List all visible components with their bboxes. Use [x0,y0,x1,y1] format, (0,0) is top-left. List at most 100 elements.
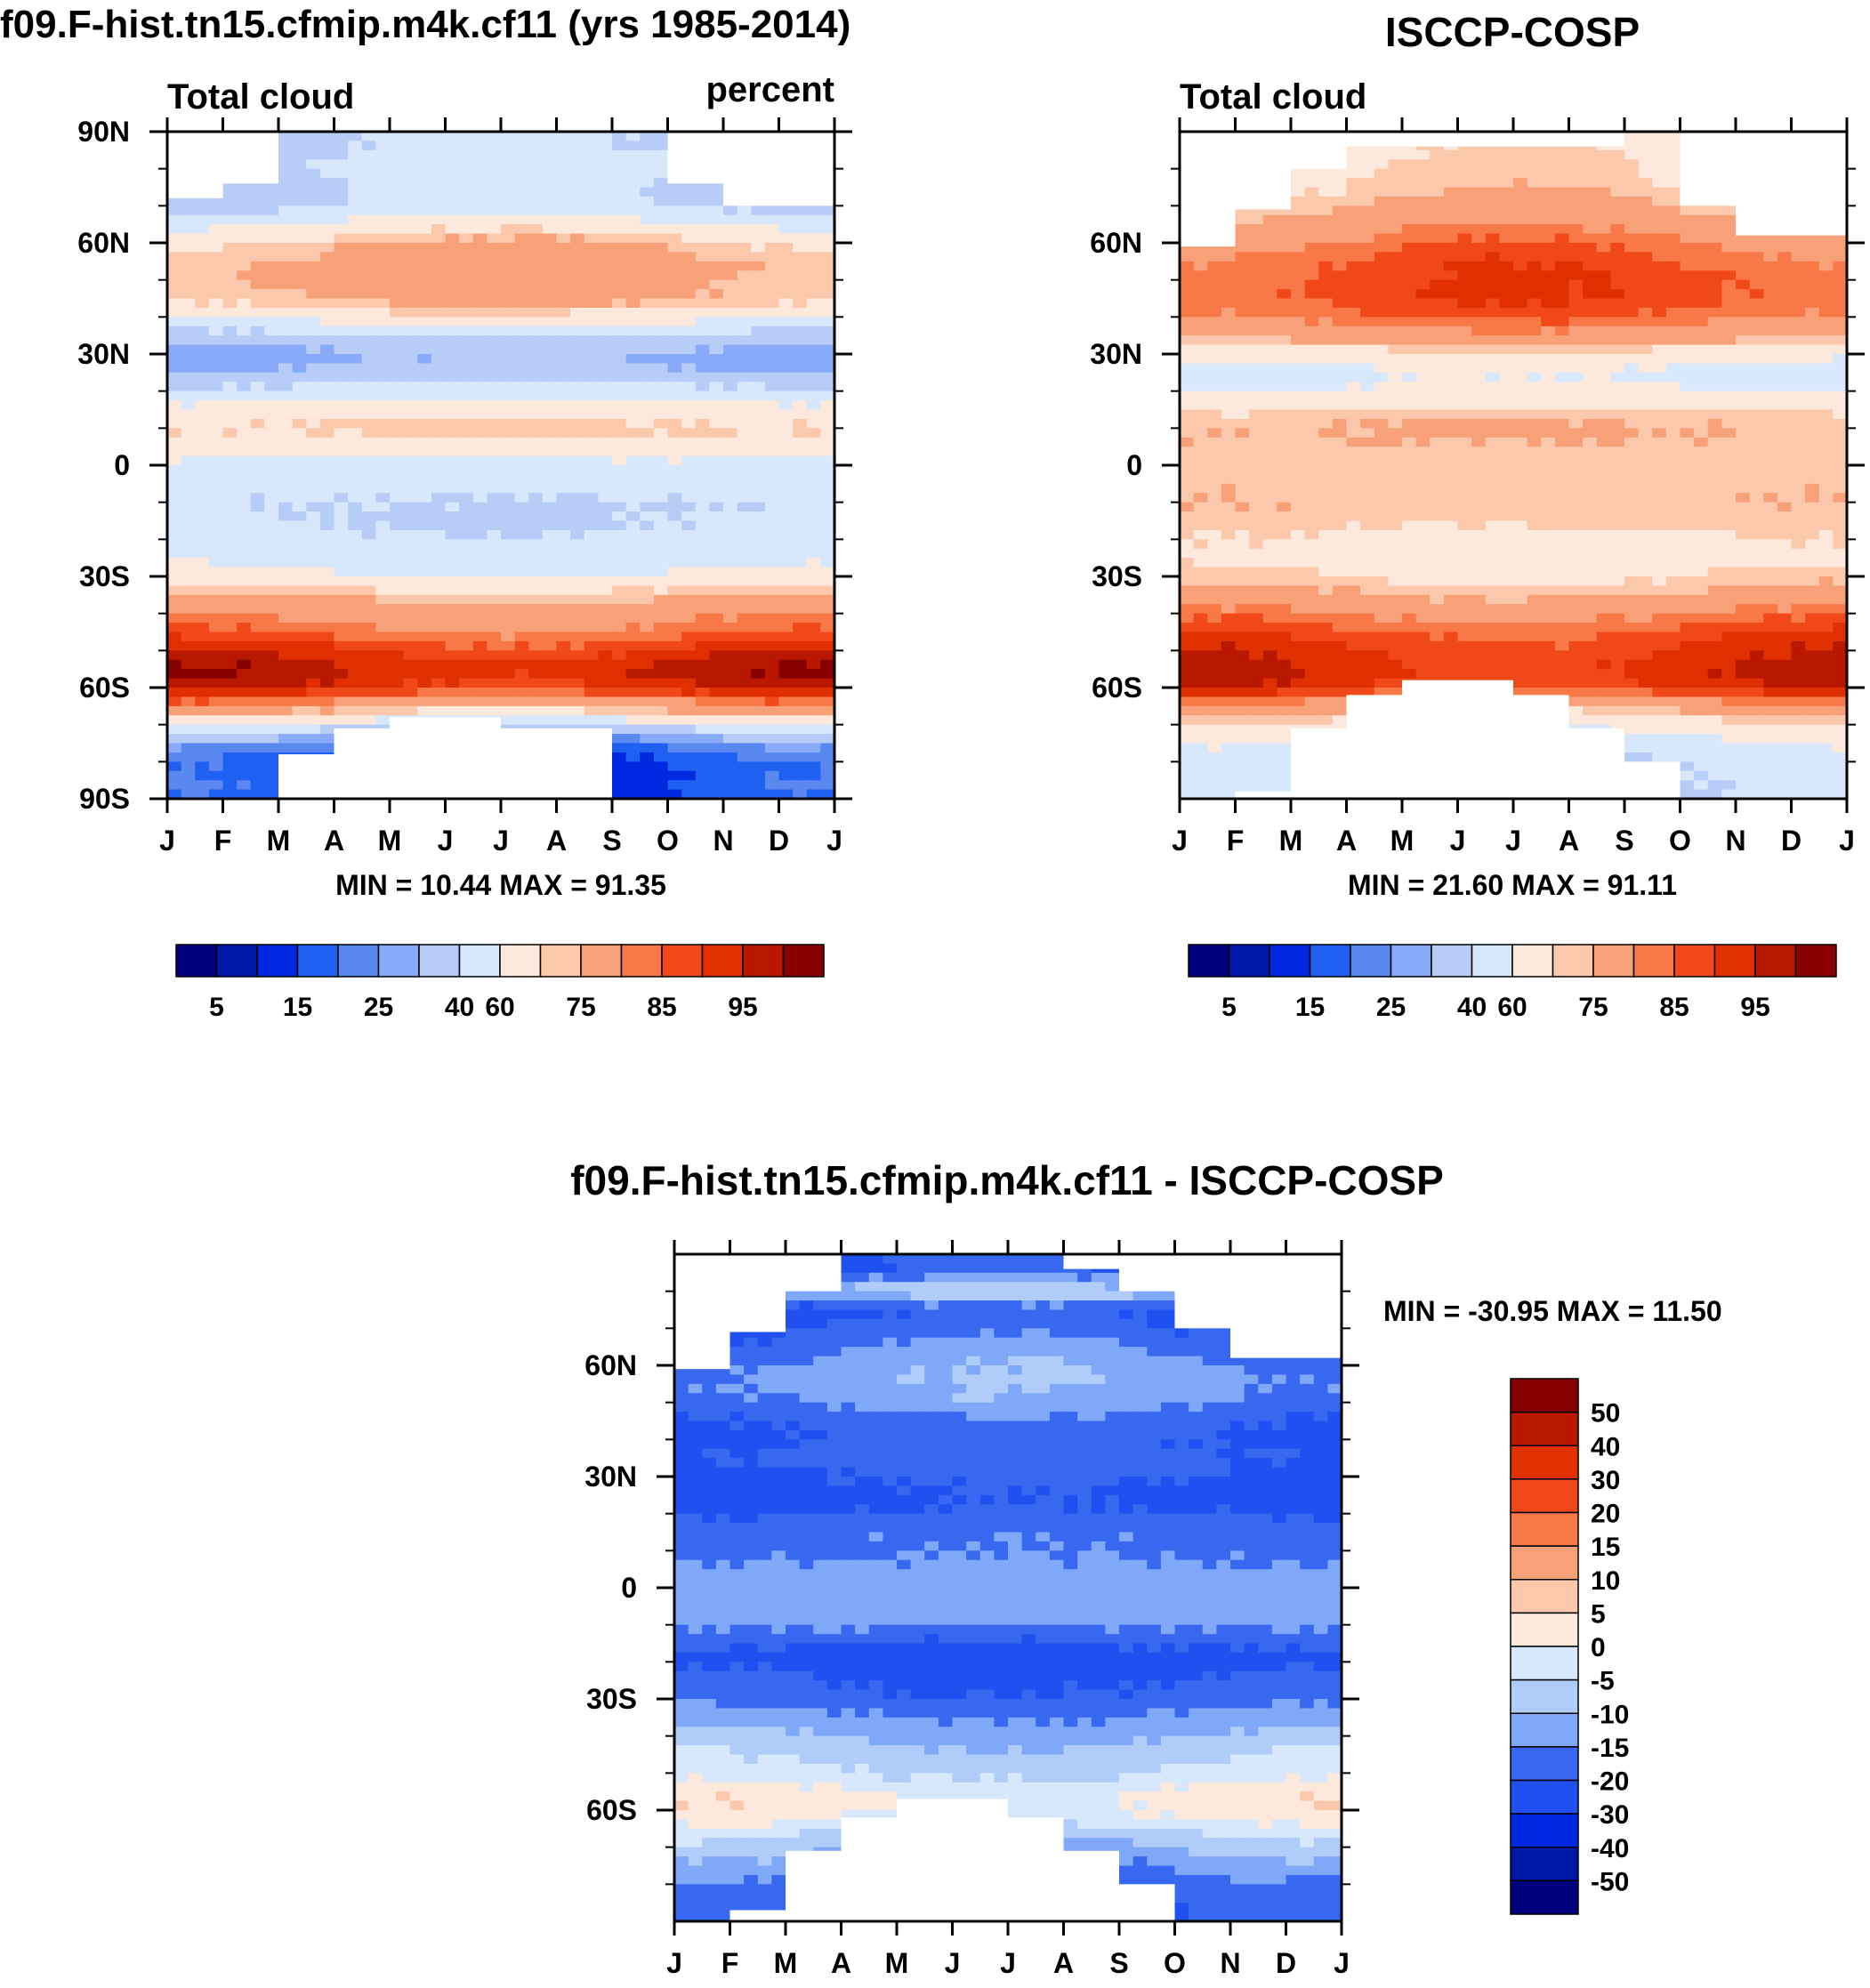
field-cell [208,576,224,587]
field-cell [348,354,363,365]
field-cell [459,261,474,271]
field-cell [570,205,585,216]
field-cell [695,520,710,531]
field-cell [292,317,307,327]
field-cell [237,363,252,374]
field-cell [250,326,265,336]
field-cell [1430,382,1445,392]
field-cell [181,289,196,300]
field-cell [751,511,766,522]
field-cell [1568,168,1584,179]
field-cell [778,594,794,605]
field-cell [472,502,488,512]
field-cell [334,613,349,624]
field-cell [1596,289,1611,300]
field-cell [306,715,321,726]
field-cell [1527,317,1542,327]
field-cell [1736,270,1751,281]
field-cell [778,696,794,707]
field-cell [1249,363,1264,374]
field-cell [1402,372,1417,382]
field-cell [764,409,780,420]
field-cell [181,724,196,735]
panel-model: f09.F-hist.tn15.cfmip.m4k.cf11 (yrs 1985… [0,3,852,1022]
field-cell [1527,382,1542,392]
field-cell [584,317,599,327]
field-cell [1318,279,1334,290]
field-cell [1554,214,1570,225]
field-cell [1583,317,1598,327]
field-cell [237,558,252,568]
field-cell [598,520,613,531]
field-cell [278,659,294,670]
field-cell [709,623,724,633]
field-cell [709,520,724,531]
field-cell [570,261,585,271]
field-cell [264,640,279,651]
field-cell [250,437,265,447]
field-cell [361,474,376,485]
field-cell [390,623,405,633]
field-cell [737,558,752,568]
field-cell [1457,317,1472,327]
field-cell [222,196,238,206]
field-cell [667,317,682,327]
field-cell [1485,307,1500,318]
field-cell [306,428,321,439]
field-cell [1554,326,1570,336]
field-cell [1665,149,1681,160]
field-cell [1346,252,1361,262]
field-cell [1583,196,1598,206]
field-cell [681,780,697,791]
field-cell [556,502,571,512]
field-cell [445,548,460,559]
field-cell [1402,344,1417,355]
field-cell [264,632,279,642]
field-cell [1763,317,1778,327]
field-cell [806,270,821,281]
field-cell [334,696,349,707]
field-cell [250,465,265,476]
field-cell [514,243,529,254]
field-cell [1749,354,1764,365]
field-cell [1318,317,1334,327]
field-cell [403,669,418,680]
field-cell [1554,159,1570,170]
field-cell [1721,307,1737,318]
field-cell [584,576,599,587]
field-cell [625,696,641,707]
field-cell [1291,307,1306,318]
field-cell [1471,354,1487,365]
field-cell [1457,243,1472,254]
field-cell [292,224,307,235]
field-cell [1235,214,1250,225]
field-cell [695,705,710,716]
field-cell [1583,363,1598,374]
field-cell [375,474,391,485]
field-cell [695,270,710,281]
field-cell [292,279,307,290]
field-cell [1568,317,1584,327]
field-cell [264,669,279,680]
field-cell [361,354,376,365]
field-cell [1291,326,1306,336]
field-cell [1360,159,1375,170]
field-cell [167,502,182,512]
field-cell [681,752,697,762]
field-cell [222,372,238,382]
field-cell [1388,205,1403,216]
field-cell [570,400,585,411]
field-cell [431,149,447,160]
field-cell [1499,224,1514,235]
field-cell [1763,344,1778,355]
field-cell [764,455,780,466]
field-cell [417,529,432,540]
field-cell [319,576,335,587]
field-cell [278,640,294,651]
field-cell [1443,344,1459,355]
x-tick-label: A [546,825,567,857]
field-cell [820,705,835,716]
field-cell [208,613,224,624]
field-cell [417,307,432,318]
field-cell [751,317,766,327]
